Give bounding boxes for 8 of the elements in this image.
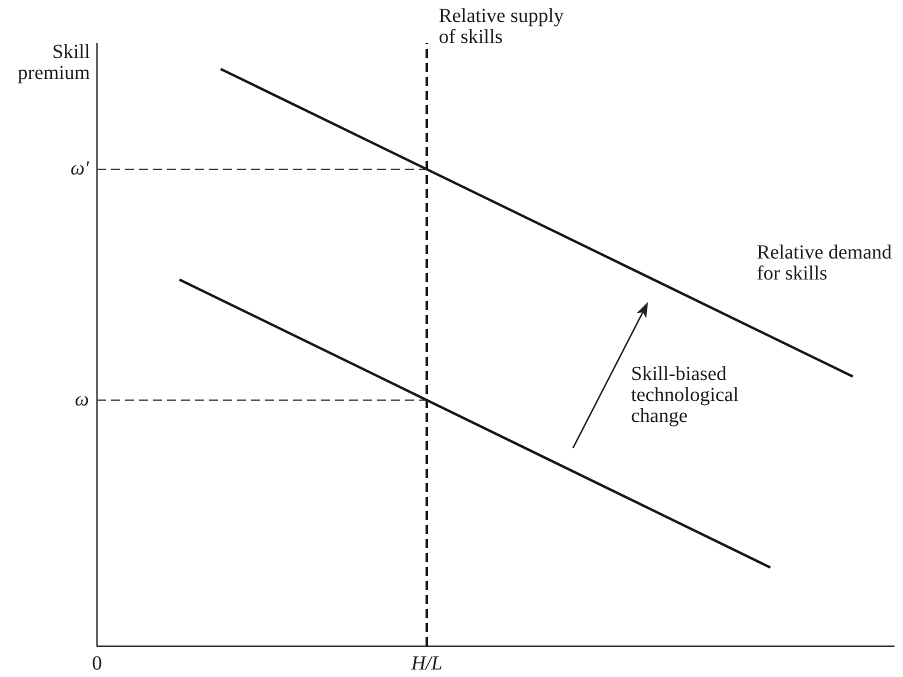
annotation: Skill-biased technological change [630, 363, 740, 428]
text: Relative demand for skills [756, 242, 892, 285]
y-axis-title: Skill premium [18, 41, 90, 84]
x-tick-label: 0 [92, 652, 102, 674]
x-tick-label: H/L [410, 652, 442, 674]
ref-line-label: Relative supply of skills [438, 5, 564, 48]
series-label: ω′ [70, 158, 90, 180]
series-label: ω [74, 388, 89, 410]
